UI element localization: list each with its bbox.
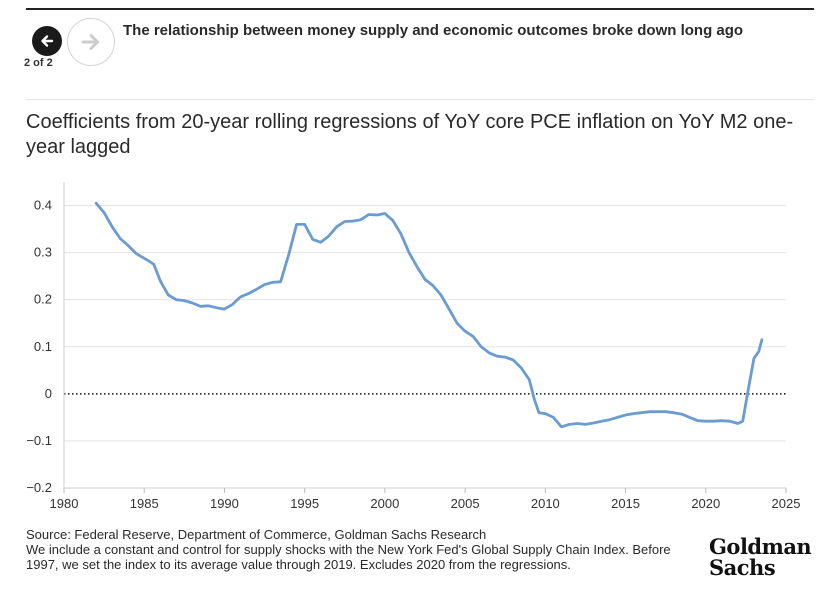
x-tick-label: 1995 — [290, 496, 319, 511]
arrow-right-icon — [81, 34, 99, 50]
x-tick-label: 1985 — [130, 496, 159, 511]
x-tick-label: 2025 — [772, 496, 801, 511]
chart-title: Coefficients from 20-year rolling regres… — [26, 111, 794, 158]
line-chart: −0.2 −0.1 0 0.1 0.2 0.3 0.4 1980 1985 1990 1995 200… — [26, 182, 801, 511]
header-divider — [26, 99, 814, 100]
y-tick-label: −0.1 — [26, 433, 52, 448]
series-line — [94, 201, 764, 429]
x-tick-label: 1990 — [210, 496, 239, 511]
x-tick-label: 2000 — [370, 496, 399, 511]
x-tick-label: 2005 — [451, 496, 480, 511]
slide-counter: 2 of 2 — [24, 57, 53, 69]
headline: The relationship between money supply an… — [123, 22, 744, 39]
y-tick-label: −0.2 — [26, 480, 52, 495]
y-tick-label: 0.4 — [34, 198, 52, 213]
methodology-note: We include a constant and control for su… — [26, 542, 671, 572]
goldman-sachs-logo: Goldman Sachs — [709, 534, 812, 580]
source-note: Source: Federal Reserve, Department of C… — [26, 527, 487, 542]
x-tick-label: 2010 — [531, 496, 560, 511]
y-tick-label: 0.3 — [34, 245, 52, 260]
logo-line-2: Sachs — [709, 555, 776, 580]
logo-line-1: Goldman — [709, 534, 812, 559]
chart-footer: Source: Federal Reserve, Department of C… — [26, 527, 706, 572]
y-tick-label: 0.2 — [34, 292, 52, 307]
arrow-left-icon — [41, 35, 54, 47]
next-button[interactable] — [67, 18, 115, 66]
x-tick-label: 2020 — [691, 496, 720, 511]
x-tick-label: 2015 — [611, 496, 640, 511]
x-tick-label: 1980 — [50, 496, 79, 511]
top-rule — [26, 8, 814, 10]
y-tick-label: 0 — [45, 386, 52, 401]
y-tick-label: 0.1 — [34, 339, 52, 354]
previous-button[interactable] — [32, 26, 62, 56]
